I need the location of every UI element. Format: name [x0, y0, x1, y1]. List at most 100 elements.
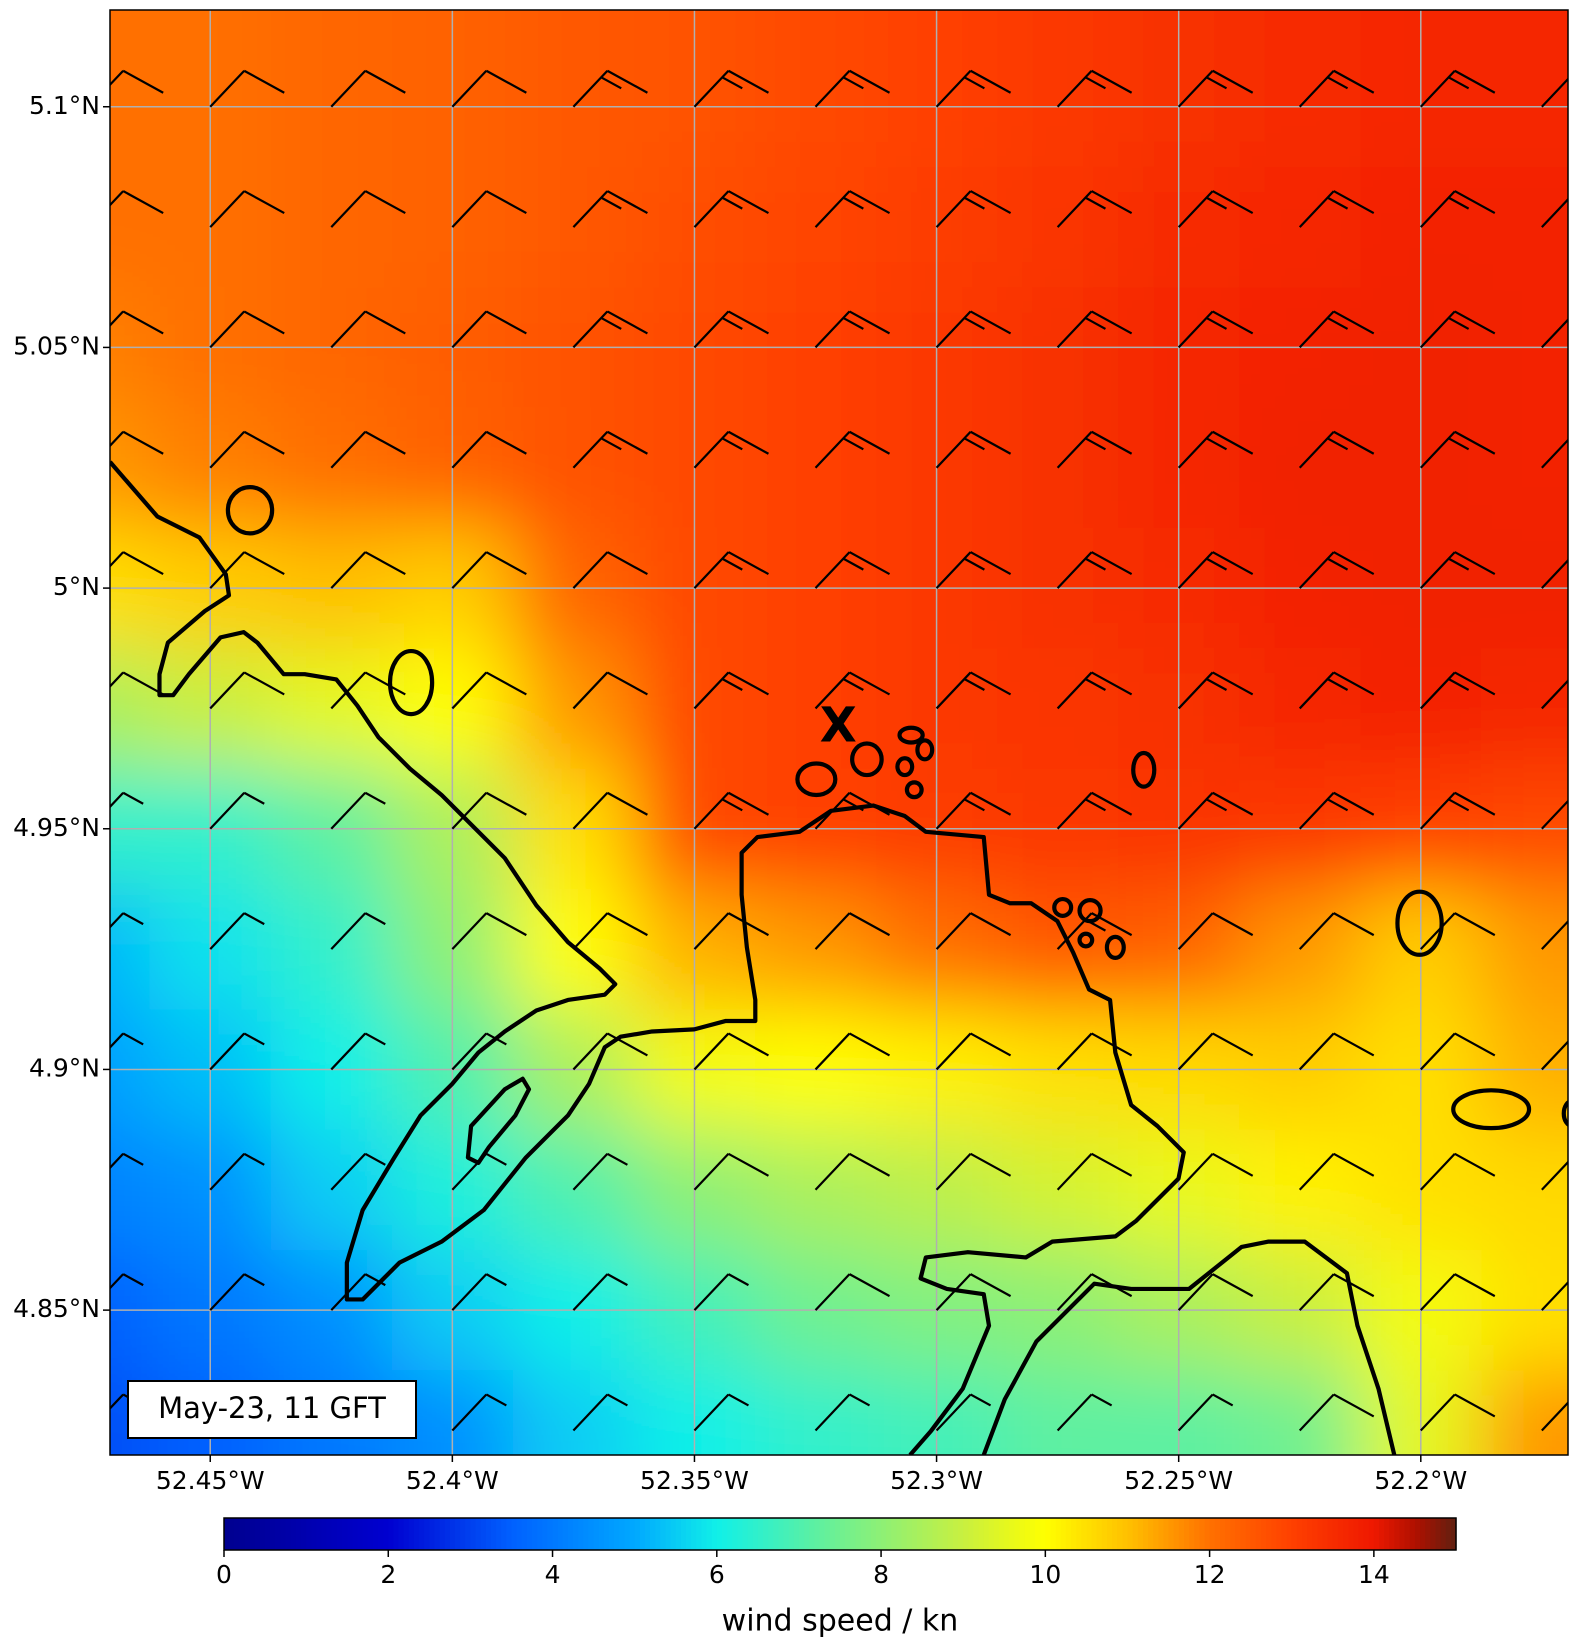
colorbar-swatch [824, 1518, 831, 1550]
speed-cell [997, 648, 1120, 770]
colorbar-swatch [901, 1518, 908, 1550]
colorbar-swatch [747, 1518, 754, 1550]
wind-barb [1541, 799, 1568, 830]
colorbar-tick-label: 0 [216, 1560, 232, 1589]
colorbar-swatch [465, 1518, 471, 1550]
colorbar-swatch [1091, 1518, 1098, 1550]
speed-cell [110, 407, 151, 529]
speed-cell [1481, 1129, 1568, 1251]
colorbar-swatch [1127, 1518, 1134, 1550]
wind-barb [693, 791, 769, 830]
wind-barb [1177, 310, 1254, 349]
wind-barb [1056, 1152, 1133, 1191]
speed-cell [512, 1129, 635, 1251]
speed-cell [270, 10, 393, 168]
colorbar-swatch [1178, 1518, 1185, 1550]
colorbar-swatch [460, 1518, 466, 1550]
wind-barb [1541, 318, 1568, 349]
wind-barb [110, 551, 164, 576]
colorbar-swatch [952, 1518, 959, 1550]
wind-barb [572, 190, 648, 228]
colorbar-swatch [1266, 1518, 1272, 1550]
speed-cell [270, 648, 393, 770]
colorbar-swatch [1071, 1518, 1077, 1550]
speed-cell [110, 166, 151, 289]
wind-barb [1541, 1160, 1568, 1191]
y-tick-label: 4.9°N [29, 1053, 100, 1082]
colorbar-swatch [352, 1518, 359, 1550]
colorbar-swatch [1101, 1518, 1108, 1550]
colorbar-swatch [603, 1518, 610, 1550]
speed-cell [110, 1129, 151, 1251]
colorbar-swatch [1209, 1518, 1216, 1550]
colorbar-swatch [336, 1518, 343, 1550]
y-tick-label: 5°N [53, 572, 100, 601]
colorbar-swatch [1076, 1518, 1082, 1550]
wind-barb [1177, 912, 1254, 950]
colorbar-swatch [1045, 1518, 1052, 1550]
wind-barb [110, 1273, 144, 1290]
wind-barb [693, 912, 769, 950]
colorbar-swatch [1307, 1518, 1313, 1550]
wind-barbs [110, 69, 1568, 1432]
colorbar-swatch [1173, 1518, 1180, 1550]
x-tick-label: 52.4°W [406, 1466, 499, 1495]
colorbar-swatch [988, 1518, 995, 1550]
wind-barb [1298, 912, 1375, 950]
wind-barb [1298, 671, 1375, 710]
wind-barb [1177, 551, 1254, 589]
wind-barb [451, 1393, 507, 1432]
colorbar-swatch [367, 1518, 374, 1550]
colorbar-swatch [742, 1518, 749, 1550]
wind-barb [572, 1152, 628, 1191]
island [1131, 750, 1157, 789]
colorbar-swatch [419, 1518, 425, 1550]
colorbar-swatch [347, 1518, 353, 1550]
colorbar-swatch [1106, 1518, 1113, 1550]
wind-barb [1298, 69, 1375, 108]
colorbar-swatch [388, 1518, 394, 1550]
wind-barb [935, 671, 1012, 710]
wind-barb [935, 551, 1012, 589]
colorbar-swatch [234, 1518, 240, 1550]
speed-cell [754, 10, 878, 168]
colorbar-swatch [1260, 1518, 1267, 1550]
wind-barb [814, 1152, 891, 1191]
colorbar-swatch [768, 1518, 774, 1550]
colorbar-swatch [732, 1518, 738, 1550]
colorbar-swatch [357, 1518, 364, 1550]
wind-barb [1056, 310, 1133, 349]
colorbar-swatch [814, 1518, 821, 1550]
speed-cell [997, 1129, 1120, 1251]
colorbar-swatch [660, 1518, 667, 1550]
colorbar-swatch [511, 1518, 518, 1550]
colorbar-swatch [1112, 1518, 1118, 1550]
colorbar-swatch [609, 1518, 615, 1550]
colorbar-swatch [1060, 1518, 1067, 1550]
wind-barb [814, 69, 891, 108]
colorbar-swatch [1276, 1518, 1283, 1550]
wind-barb [330, 1152, 386, 1191]
colorbar-swatch [301, 1518, 307, 1550]
wind-barb [814, 1393, 871, 1432]
wind-barb [1541, 919, 1568, 950]
grid [110, 10, 1568, 1455]
colorbar-swatch [573, 1518, 579, 1550]
colorbar-swatch [429, 1518, 436, 1550]
colorbar-swatch [1384, 1518, 1390, 1550]
colorbar-swatch [1004, 1518, 1010, 1550]
x-tick-label: 52.45°W [156, 1466, 265, 1495]
wind-barb [935, 69, 1012, 108]
wind-barb [110, 430, 164, 455]
colorbar-swatch [1148, 1518, 1154, 1550]
colorbar-swatch [1194, 1518, 1200, 1550]
colorbar-swatch [280, 1518, 287, 1550]
wind-barb [814, 912, 891, 950]
colorbar-swatch [593, 1518, 600, 1550]
colorbar-swatch [1199, 1518, 1206, 1550]
wind-barb [1056, 1273, 1133, 1311]
wind-barb [1177, 1152, 1254, 1191]
colorbar-swatch [516, 1518, 523, 1550]
colorbar-swatch [1368, 1518, 1375, 1550]
colorbar-swatch [829, 1518, 836, 1550]
